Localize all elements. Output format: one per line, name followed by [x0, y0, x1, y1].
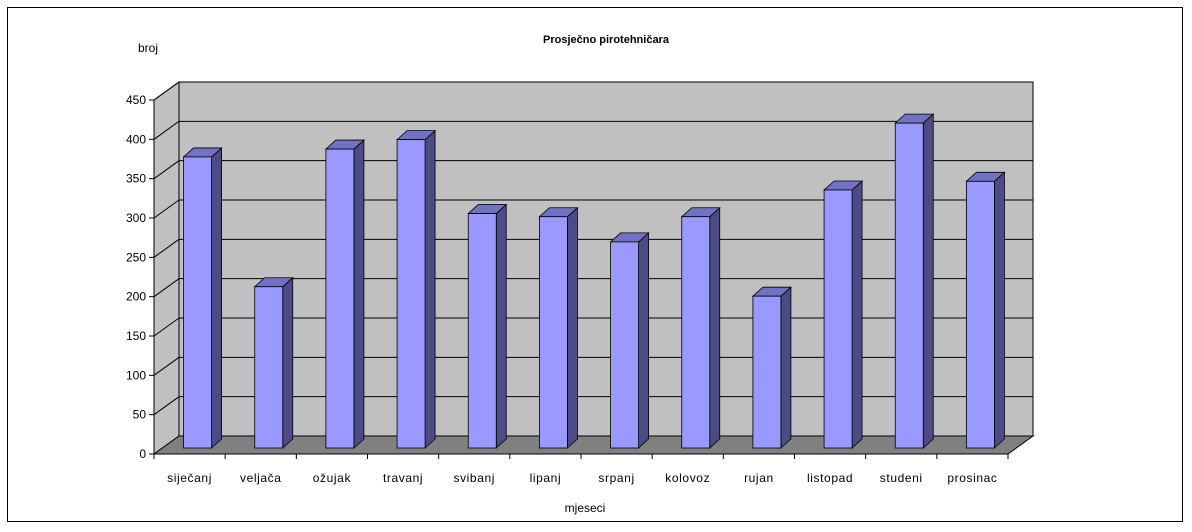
bars [182, 113, 1006, 449]
y-tick-label: 450 [126, 93, 146, 107]
bar-front [752, 295, 782, 449]
bar [396, 129, 437, 449]
bar-side [495, 203, 507, 449]
y-tick-label: 400 [126, 132, 146, 146]
bar [467, 203, 508, 449]
gridline-side [153, 317, 180, 337]
x-tick-label: prosinac [947, 471, 997, 485]
x-tick-label: lipanj [530, 471, 562, 485]
gridline-side [153, 160, 180, 180]
bar [182, 147, 223, 449]
x-tick-label: veljača [240, 471, 282, 485]
bar-side [567, 206, 578, 449]
bar [751, 286, 792, 449]
bar [894, 113, 935, 449]
chart-title: Prosječno pirotehničara [543, 34, 670, 46]
bar-side [638, 231, 649, 449]
gridlines [153, 81, 1033, 416]
gridline-side [153, 81, 180, 101]
x-tick-label: svibanj [453, 471, 495, 485]
gridline-side [153, 120, 180, 140]
bar [324, 139, 365, 449]
y-axis-label: broj [138, 41, 158, 55]
bar [538, 206, 579, 449]
bar-front [610, 241, 639, 449]
x-tick-label: ožujak [313, 471, 352, 485]
bar-front [254, 286, 284, 449]
bar-side [211, 147, 222, 449]
bar [253, 276, 294, 449]
y-tick-label: 350 [126, 172, 146, 186]
bar-chart: 0 50 100 150 200 250 300 350 400 450 siječanj velj… [126, 34, 1035, 515]
x-tick-label: kolovoz [665, 471, 710, 485]
bar-front [183, 156, 212, 449]
gridline-side [153, 238, 180, 258]
bar-side [994, 171, 1005, 449]
y-tick-label: 300 [126, 211, 146, 225]
bar-side [353, 139, 365, 449]
y-tick-label: 150 [126, 329, 146, 343]
bar [609, 231, 650, 449]
bar-side [709, 206, 721, 449]
y-tick-label: 250 [126, 250, 146, 264]
x-axis-label: mjeseci [565, 501, 606, 515]
bar-front [396, 139, 426, 449]
y-tick-label: 200 [126, 290, 146, 304]
x-tick-label: srpanj [598, 471, 634, 485]
bar-side [922, 113, 934, 449]
gridline-side [153, 278, 180, 298]
gridline-side [153, 396, 180, 416]
bar-front [681, 216, 711, 449]
y-tick-label: 0 [139, 447, 146, 461]
gridline-side [153, 199, 180, 219]
x-tick-label: rujan [744, 471, 774, 485]
x-tick-label: travanj [383, 471, 423, 485]
bar-side [851, 180, 863, 449]
y-tick-label: 50 [133, 408, 147, 422]
bar [680, 206, 721, 449]
bar [965, 171, 1006, 449]
x-tick-label: studeni [880, 471, 923, 485]
bar-front [823, 189, 853, 449]
gridline-side [153, 356, 180, 376]
bar [823, 180, 864, 449]
bar-side [780, 286, 792, 449]
x-axis-categories: siječanj veljača ožujak travanj svibanj lipan… [153, 454, 1009, 485]
bar-front [539, 216, 568, 449]
bar-front [894, 122, 924, 449]
bar-side [424, 129, 436, 449]
bar-front [467, 213, 497, 449]
bar-front [966, 180, 995, 449]
x-tick-label: listopad [807, 471, 853, 485]
bar-front [325, 148, 355, 449]
chart-container: 0 50 100 150 200 250 300 350 400 450 siječanj velj… [7, 7, 1183, 522]
x-tick-label: siječanj [167, 471, 212, 485]
bar-side [282, 276, 294, 449]
side-wall [153, 81, 180, 455]
y-tick-label: 100 [126, 368, 146, 382]
